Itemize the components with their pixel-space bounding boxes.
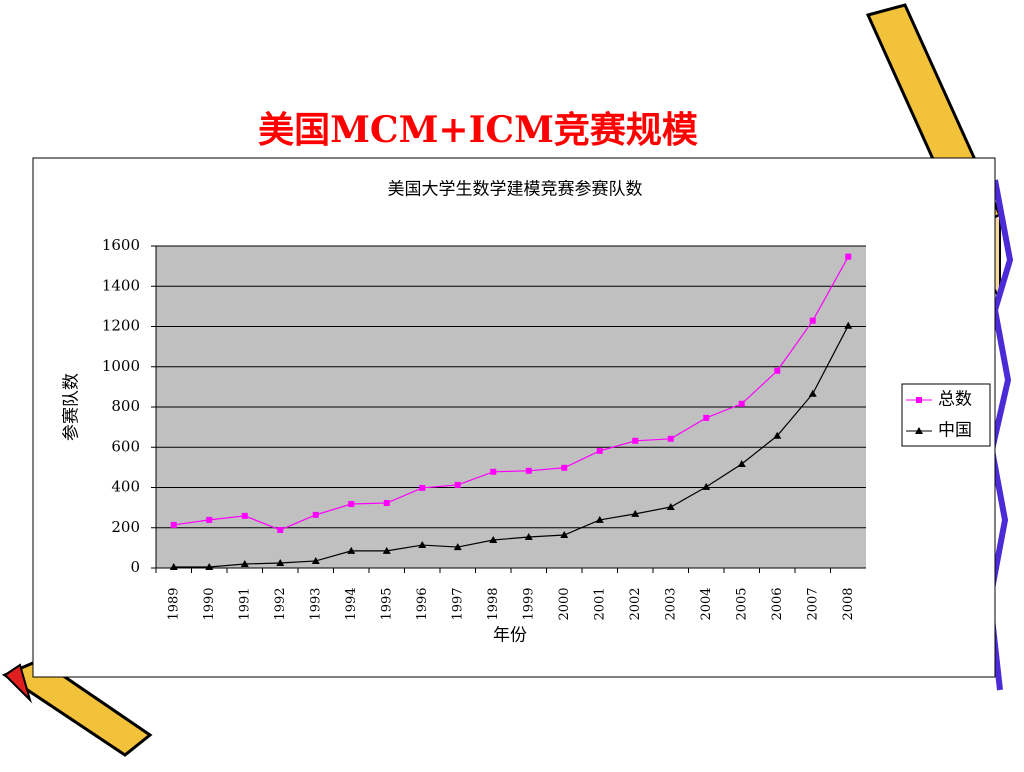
x-tick-label: 2005 xyxy=(734,587,749,620)
y-tick-label: 600 xyxy=(111,437,140,455)
x-tick-label: 1999 xyxy=(521,587,536,620)
data-point xyxy=(561,464,568,471)
data-point xyxy=(170,521,177,528)
data-point xyxy=(845,253,852,260)
x-tick-label: 1990 xyxy=(202,587,217,620)
legend-label: 总数 xyxy=(938,390,972,410)
x-tick-label: 2006 xyxy=(770,587,785,620)
x-tick-label: 1997 xyxy=(450,587,465,620)
data-point xyxy=(419,484,426,491)
data-point xyxy=(596,447,603,454)
y-tick-label: 1600 xyxy=(102,236,140,254)
x-tick-label: 2000 xyxy=(557,587,572,620)
data-point xyxy=(205,562,214,570)
series-line xyxy=(173,256,849,531)
data-point xyxy=(632,437,639,444)
data-point xyxy=(595,515,604,523)
data-point xyxy=(702,482,711,490)
data-point xyxy=(453,543,462,551)
x-tick-label: 1993 xyxy=(308,587,323,620)
data-point xyxy=(774,367,781,374)
y-tick-label: 0 xyxy=(130,558,140,576)
y-axis-label: 参赛队数 xyxy=(61,373,82,441)
slide-title: 美国MCM+ICM竞赛规模 xyxy=(258,109,698,151)
data-point xyxy=(276,558,285,566)
data-point xyxy=(240,559,249,567)
data-point xyxy=(490,468,497,475)
data-point xyxy=(382,546,391,554)
x-tick-label: 1992 xyxy=(273,587,288,620)
data-point xyxy=(524,533,533,541)
legend-box xyxy=(901,383,991,447)
y-tick-label: 200 xyxy=(111,518,140,536)
data-point xyxy=(383,499,390,506)
x-tick-label: 2003 xyxy=(663,587,678,620)
data-point xyxy=(418,541,427,549)
data-point xyxy=(206,516,213,523)
x-tick-label: 2002 xyxy=(628,587,643,620)
data-point xyxy=(489,536,498,544)
y-tick-label: 1000 xyxy=(102,357,140,375)
x-tick-label: 1995 xyxy=(379,587,394,620)
data-point xyxy=(169,562,178,570)
data-point xyxy=(809,317,816,324)
data-point xyxy=(525,467,532,474)
data-point xyxy=(666,503,675,511)
data-point xyxy=(667,435,674,442)
chart-title: 美国大学生数学建模竞赛参赛队数 xyxy=(388,179,643,200)
x-tick-label: 2004 xyxy=(699,587,714,620)
data-point xyxy=(738,400,745,407)
data-point xyxy=(311,556,320,564)
y-tick-label: 400 xyxy=(111,478,140,496)
x-tick-label: 1989 xyxy=(166,587,181,620)
data-point xyxy=(277,526,284,533)
data-point xyxy=(454,481,461,488)
x-tick-label: 2001 xyxy=(592,587,607,620)
x-tick-label: 1996 xyxy=(415,587,430,620)
x-axis-label: 年份 xyxy=(493,626,527,646)
series-line xyxy=(173,325,849,568)
data-point xyxy=(916,397,922,403)
x-tick-label: 1998 xyxy=(486,587,501,620)
data-point xyxy=(560,530,569,538)
data-point xyxy=(915,427,923,434)
data-point xyxy=(312,511,319,518)
data-point xyxy=(808,389,817,397)
legend-label: 中国 xyxy=(938,421,972,441)
x-tick-label: 2008 xyxy=(841,587,856,620)
y-tick-label: 800 xyxy=(111,397,140,415)
x-tick-label: 1994 xyxy=(344,587,359,620)
y-tick-label: 1400 xyxy=(102,276,140,294)
x-tick-label: 1991 xyxy=(237,587,252,620)
data-point xyxy=(347,546,356,554)
y-tick-label: 1200 xyxy=(102,317,140,335)
data-point xyxy=(348,501,355,508)
data-point xyxy=(773,431,782,439)
data-point xyxy=(737,459,746,467)
data-point xyxy=(241,512,248,519)
data-point xyxy=(631,509,640,517)
data-point xyxy=(703,414,710,421)
data-point xyxy=(844,321,853,329)
x-tick-label: 2007 xyxy=(805,587,820,620)
